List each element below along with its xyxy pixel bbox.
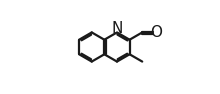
Text: O: O — [150, 25, 162, 40]
Text: N: N — [111, 21, 123, 36]
